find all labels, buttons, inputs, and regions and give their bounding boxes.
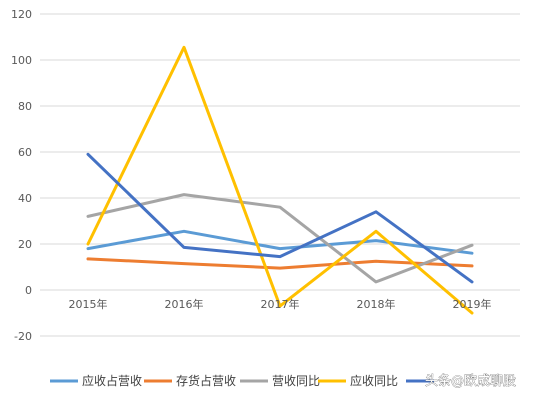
legend-label: 应收同比	[350, 373, 398, 388]
x-tick-label: 2018年	[357, 297, 396, 311]
x-axis-ticks: 2015年 2016年 2017年 2018年 2019年	[69, 297, 492, 311]
y-tick-label: 20	[18, 238, 32, 251]
y-axis-ticks: -20 0 20 40 60 80 100 120	[11, 8, 32, 343]
legend-label: 应收占营收	[82, 373, 142, 388]
watermark-text: 头条@欧成聊股	[425, 373, 516, 389]
y-tick-label: 100	[11, 54, 32, 67]
y-tick-label: 120	[11, 8, 32, 21]
series-line-5	[86, 152, 474, 284]
y-tick-label: 60	[18, 146, 32, 159]
series-line-1	[86, 229, 474, 255]
y-tick-label: -20	[14, 330, 32, 343]
y-tick-label: 40	[18, 192, 32, 205]
series-line-3	[86, 193, 474, 284]
legend-label: 营收同比	[272, 374, 320, 388]
x-tick-label: 2016年	[165, 297, 204, 311]
series-line-4	[86, 45, 474, 315]
series-line-2	[86, 257, 474, 270]
legend-label: 存货占营收	[176, 373, 236, 388]
y-tick-label: 80	[18, 100, 32, 113]
gridlines	[40, 13, 520, 337]
series-lines	[86, 45, 474, 315]
x-tick-label: 2015年	[69, 297, 108, 311]
y-tick-label: 0	[25, 284, 32, 297]
x-tick-label: 2019年	[453, 297, 492, 311]
x-tick-label: 2017年	[261, 297, 300, 311]
legend: 应收占营收 存货占营收 营收同比 应收同比	[50, 373, 434, 388]
